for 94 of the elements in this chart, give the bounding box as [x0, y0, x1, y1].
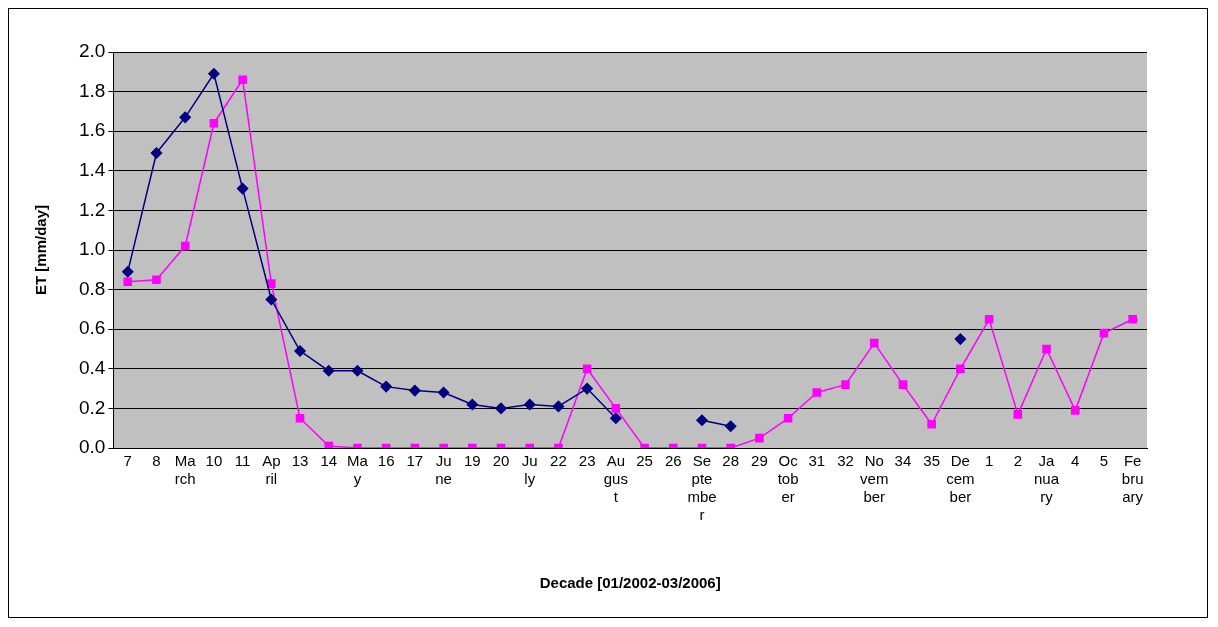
y-tick-label: 1.4	[78, 159, 106, 181]
y-tick-label: 0.2	[78, 396, 106, 418]
point	[696, 414, 708, 427]
point	[927, 419, 936, 429]
point	[294, 345, 306, 357]
x-tick-label: 28	[722, 452, 740, 470]
x-tick-label: August	[603, 452, 628, 506]
x-tick-label: 13	[291, 452, 309, 470]
point	[1128, 315, 1137, 324]
x-tick-label: 11	[234, 452, 251, 470]
point	[956, 364, 965, 374]
point	[122, 266, 134, 278]
point	[755, 433, 764, 443]
x-tick-label: 23	[578, 452, 596, 470]
point	[322, 365, 335, 377]
x-tick-label: 10	[205, 452, 223, 470]
x-tick-label: 14	[320, 452, 338, 470]
x-tick-label: September	[687, 452, 717, 524]
x-tick-label: April	[262, 452, 281, 488]
point	[812, 388, 822, 397]
point	[724, 420, 737, 432]
point	[611, 404, 621, 413]
point	[209, 118, 219, 128]
x-tick-label: 2	[1013, 452, 1022, 470]
point	[841, 380, 850, 389]
point	[267, 279, 276, 288]
x-tick-label: 20	[492, 452, 510, 470]
point	[236, 182, 249, 195]
point	[180, 241, 190, 251]
point	[984, 315, 994, 324]
x-tick-label: 31	[808, 452, 826, 470]
y-axis-title: ET [mm/day]	[32, 204, 50, 296]
x-tick-label: March	[174, 452, 197, 488]
point	[523, 398, 536, 411]
point	[179, 111, 191, 124]
x-tick-label: 5	[1099, 452, 1109, 470]
point	[238, 75, 247, 85]
y-tick-label: 0.4	[78, 357, 106, 379]
y-tick-label: 0.8	[78, 277, 106, 299]
x-tick-label: 34	[894, 452, 912, 470]
x-tick-label: January	[1034, 452, 1060, 506]
point	[495, 402, 507, 415]
x-tick-label: 19	[463, 452, 481, 470]
x-tick-label: 32	[837, 452, 854, 470]
point	[380, 380, 392, 393]
point	[150, 147, 163, 159]
x-tick-label: 1	[984, 452, 994, 470]
point	[295, 414, 305, 423]
x-tick-label: June	[435, 452, 452, 488]
y-tick-label: 1.6	[78, 119, 106, 141]
y-tick-label: 0.0	[78, 436, 106, 458]
x-tick-label: 29	[751, 452, 768, 470]
x-tick-label: 26	[664, 452, 682, 470]
y-tick-label: 0.6	[78, 317, 106, 339]
point	[437, 386, 450, 399]
point	[351, 365, 364, 377]
point	[869, 338, 879, 348]
y-tick-label: 2.0	[78, 40, 106, 62]
y-tick-label: 1.2	[78, 198, 106, 220]
point	[123, 277, 133, 286]
x-tick-label: July	[521, 452, 538, 488]
point	[324, 441, 334, 448]
point	[409, 384, 421, 397]
x-tick-label: 25	[636, 452, 653, 470]
x-tick-label: 7	[123, 452, 132, 470]
point	[1042, 344, 1051, 354]
point	[898, 380, 908, 389]
x-tick-label: December	[946, 452, 975, 506]
x-tick-label: 16	[377, 452, 395, 470]
point	[466, 398, 479, 411]
point	[954, 333, 967, 345]
y-tick-label: 1.8	[78, 79, 106, 101]
y-tick-label: 1.0	[78, 238, 106, 260]
point	[783, 414, 793, 423]
point	[610, 412, 622, 425]
point	[1013, 410, 1023, 419]
point	[552, 400, 565, 413]
x-tick-label: 8	[152, 452, 161, 470]
x-axis-title: Decade [01/2002-03/2006]	[539, 574, 721, 592]
point	[208, 68, 220, 80]
point	[1070, 406, 1080, 415]
point	[582, 364, 592, 374]
point	[1099, 328, 1109, 338]
x-tick-label: November	[860, 452, 889, 506]
x-tick-label: 4	[1071, 452, 1080, 470]
point	[581, 382, 593, 395]
x-tick-label: 22	[550, 452, 567, 470]
x-tick-label: February	[1121, 452, 1144, 506]
x-tick-label: May	[347, 452, 369, 488]
x-tick-label: 17	[406, 452, 424, 470]
x-tick-label: October	[777, 452, 799, 506]
x-tick-label: 35	[923, 452, 941, 470]
point	[152, 275, 161, 284]
point	[265, 293, 278, 306]
